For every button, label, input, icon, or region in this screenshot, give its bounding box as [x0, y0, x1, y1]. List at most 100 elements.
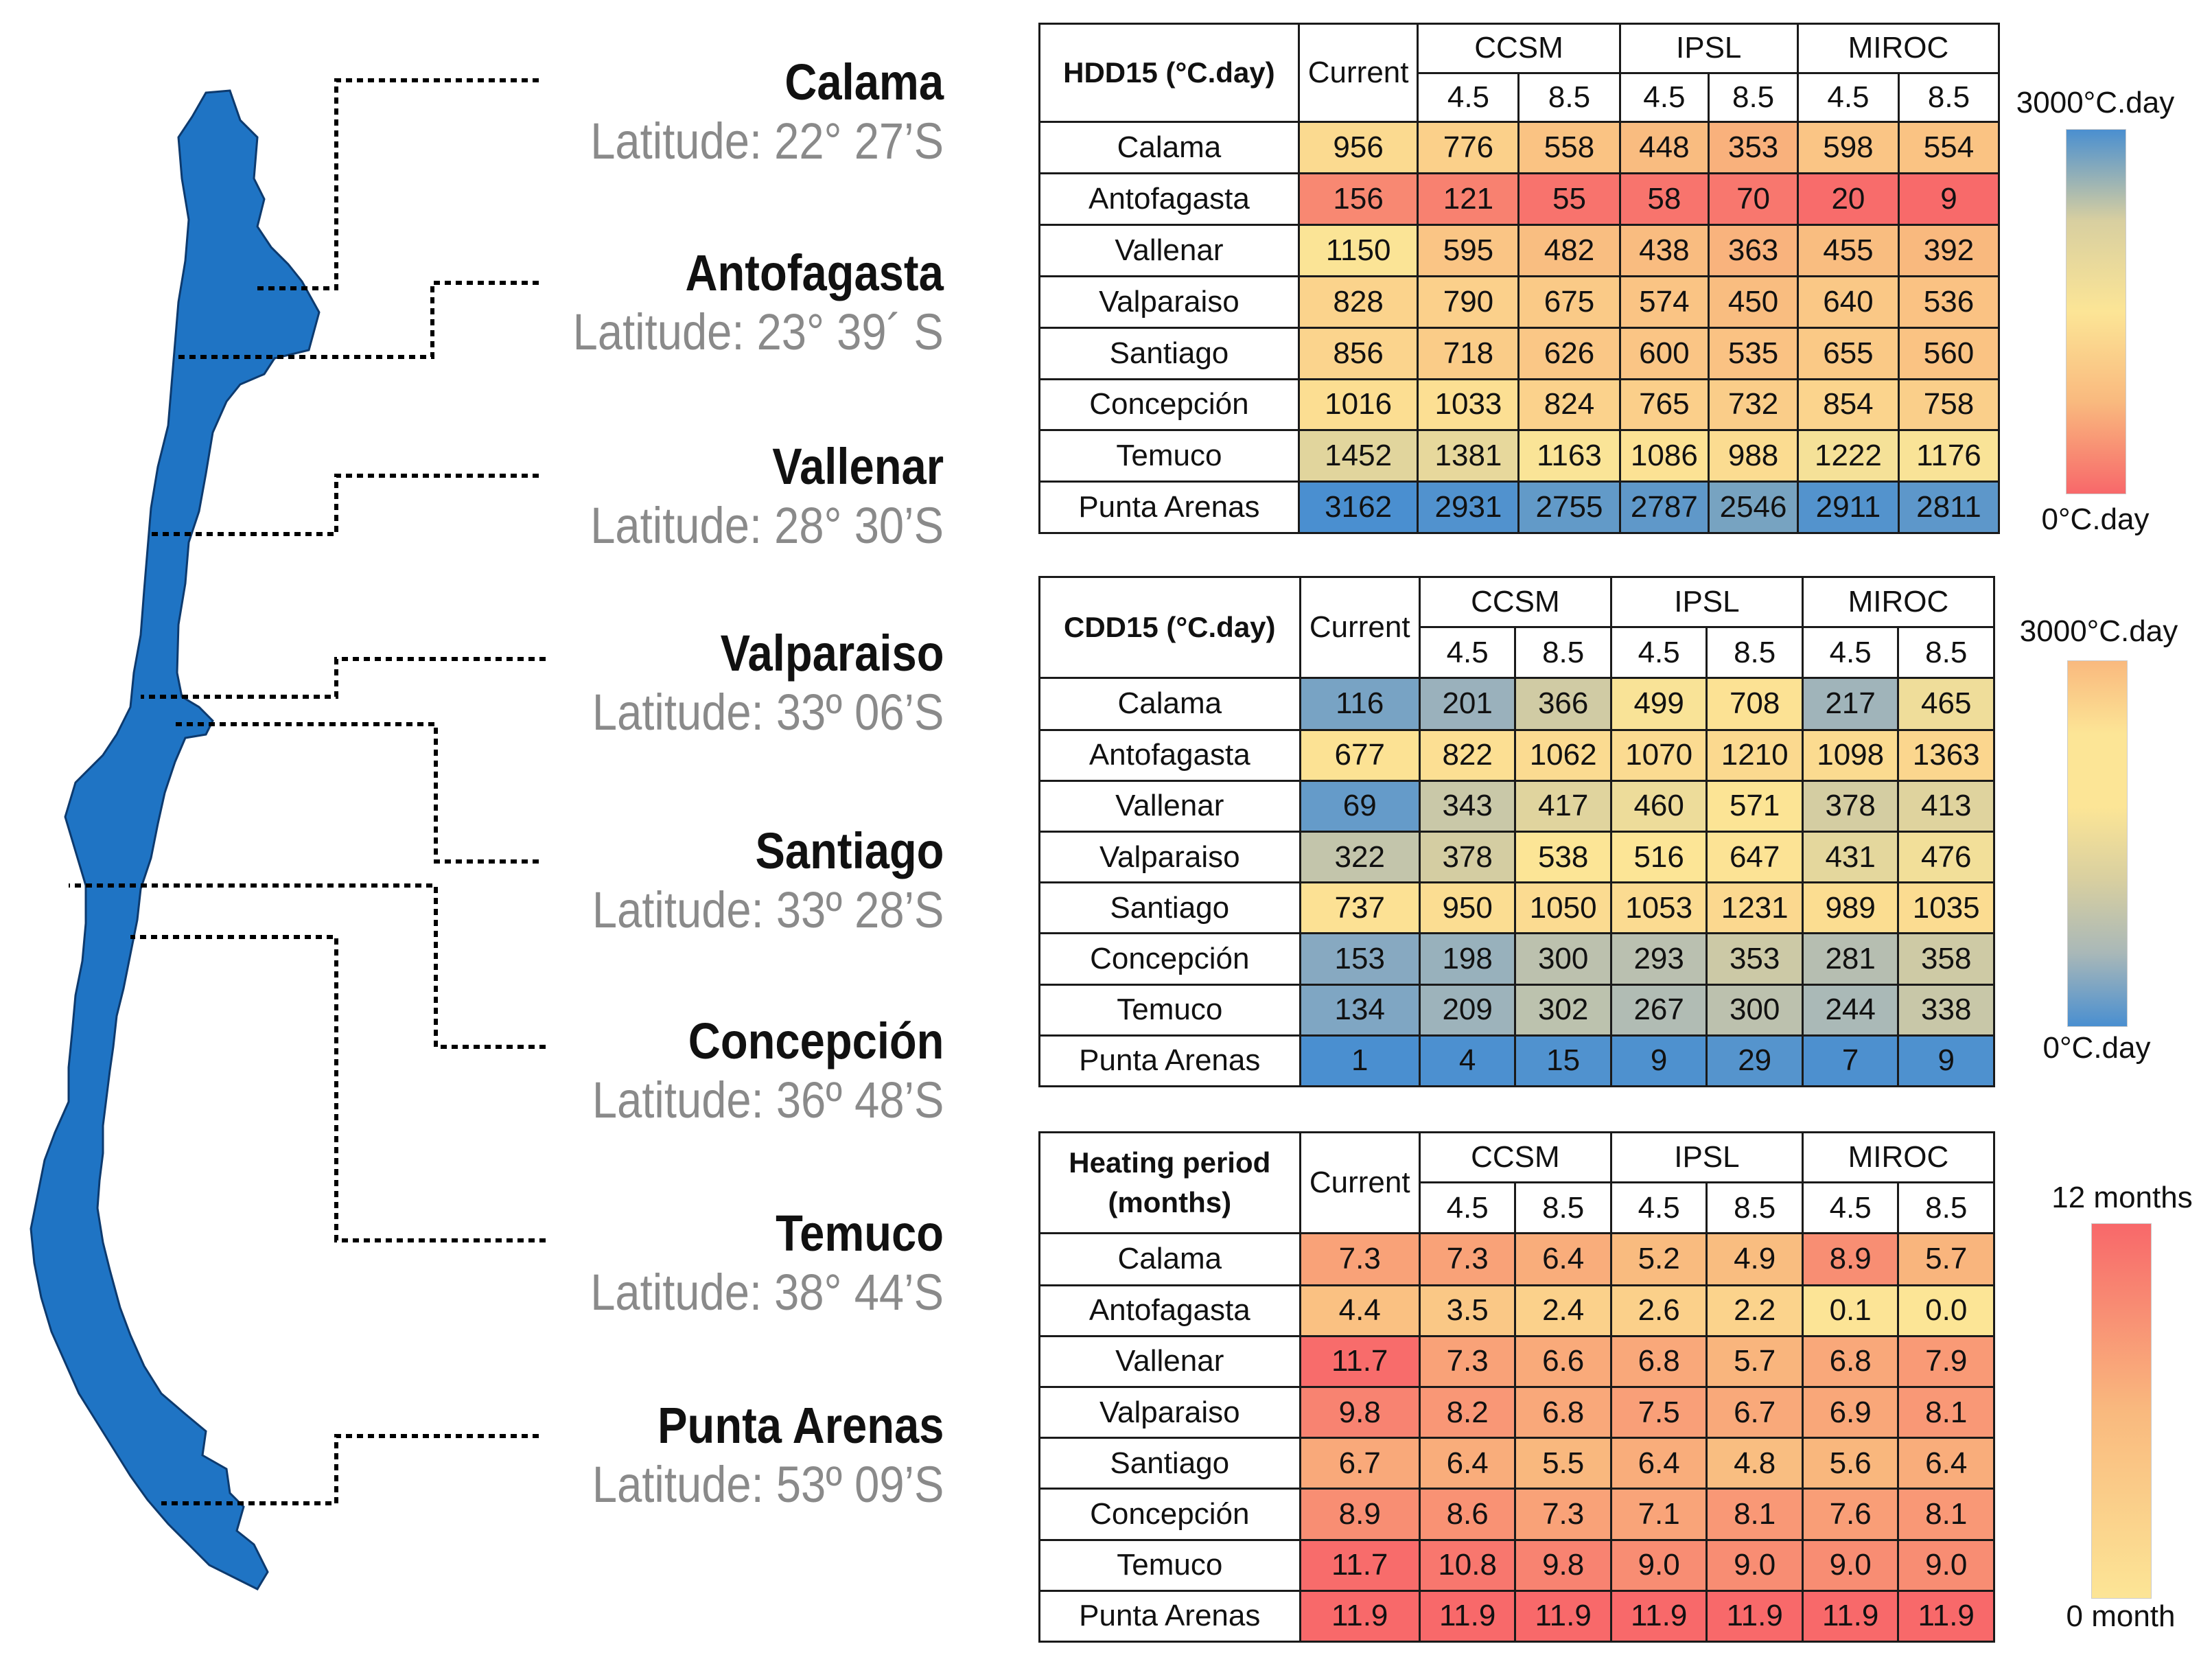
table-row-vallenar: Vallenar 1150 595 482 438 363 455 392	[1038, 224, 2001, 277]
data-cell: 950	[1418, 881, 1517, 935]
data-cell: 758	[1897, 378, 2001, 432]
data-cell: 465	[1897, 677, 1995, 731]
data-cell: 6.7	[1299, 1437, 1421, 1490]
data-cell: 538	[1514, 830, 1612, 884]
data-cell: 7.3	[1418, 1334, 1517, 1388]
data-cell: 1098	[1801, 728, 1900, 782]
data-cell: 58	[1618, 172, 1710, 227]
data-cell: 11.7	[1299, 1334, 1421, 1388]
header-scenario: 8.5	[1708, 71, 1799, 124]
cdd15-legend-max-label: 3000°C.day	[2019, 614, 2178, 648]
header-model-ipsl: IPSL	[1609, 1131, 1804, 1184]
data-cell: 378	[1418, 830, 1517, 884]
data-cell: 0.1	[1801, 1284, 1900, 1337]
data-cell: 198	[1418, 932, 1517, 986]
data-cell: 499	[1609, 677, 1708, 731]
data-cell: 8.1	[1897, 1488, 1995, 1541]
data-cell: 2931	[1417, 481, 1520, 534]
data-cell: 732	[1708, 378, 1799, 432]
data-cell: 2787	[1618, 481, 1710, 534]
data-cell: 20	[1796, 172, 1900, 227]
row-label: Temuco	[1038, 1538, 1301, 1592]
data-cell: 677	[1299, 728, 1421, 782]
data-cell: 300	[1514, 932, 1612, 986]
leader-line-punta-arenas	[161, 1434, 539, 1505]
table-row-calama: Calama 7.3 7.3 6.4 5.2 4.9 8.9 5.7	[1038, 1232, 1995, 1286]
data-cell: 267	[1609, 983, 1708, 1037]
data-cell: 1163	[1517, 429, 1621, 483]
data-cell: 293	[1609, 932, 1708, 986]
row-label: Punta Arenas	[1038, 1034, 1301, 1088]
data-cell: 595	[1417, 224, 1520, 277]
data-cell: 1150	[1297, 224, 1419, 277]
data-cell: 353	[1705, 932, 1804, 986]
data-cell: 9	[1609, 1034, 1708, 1088]
data-cell: 244	[1801, 983, 1900, 1037]
data-cell: 1381	[1417, 429, 1520, 483]
header-scenario: 4.5	[1418, 1181, 1517, 1235]
table-row-punta-arenas: Punta Arenas 1 4 15 9 29 7 9	[1038, 1034, 1995, 1088]
data-cell: 302	[1514, 983, 1612, 1037]
leader-line-calama	[257, 78, 539, 290]
data-cell: 6.8	[1514, 1385, 1612, 1439]
heating-legend-max-label: 12 months	[2051, 1181, 2193, 1214]
hdd15-legend-min-label: 0°C.day	[2041, 502, 2150, 536]
city-label-vallenar: Vallenar Latitude: 28° 30’S	[542, 438, 944, 556]
data-cell: 7.3	[1299, 1232, 1421, 1286]
header-model-ipsl: IPSL	[1618, 23, 1799, 74]
header-model-miroc: MIROC	[1796, 23, 2001, 74]
data-cell: 989	[1801, 881, 1900, 935]
data-cell: 121	[1417, 172, 1520, 227]
data-cell: 2.4	[1514, 1284, 1612, 1337]
data-cell: 1070	[1609, 728, 1708, 782]
header-scenario: 8.5	[1705, 1181, 1804, 1235]
chile-map	[30, 78, 546, 1590]
data-cell: 9.0	[1801, 1538, 1900, 1592]
city-name: Santiago	[755, 822, 944, 879]
data-cell: 718	[1417, 326, 1520, 380]
table-row-valparaiso: Valparaiso 828 790 675 574 450 640 536	[1038, 275, 2001, 329]
data-cell: 448	[1618, 121, 1710, 175]
header-scenario: 4.5	[1618, 71, 1710, 124]
table-row-antofagasta: Antofagasta 4.4 3.5 2.4 2.6 2.2 0.1 0.0	[1038, 1284, 1995, 1337]
data-cell: 9.0	[1705, 1538, 1804, 1592]
data-cell: 455	[1796, 224, 1900, 277]
data-cell: 675	[1517, 275, 1621, 329]
hdd15-legend-bar	[2066, 129, 2126, 494]
header-scenario: 8.5	[1514, 626, 1612, 680]
data-cell: 6.4	[1897, 1437, 1995, 1490]
data-cell: 2755	[1517, 481, 1621, 534]
data-cell: 5.2	[1609, 1232, 1708, 1286]
data-cell: 5.6	[1801, 1437, 1900, 1490]
city-name: Antofagasta	[685, 244, 944, 301]
data-cell: 338	[1897, 983, 1995, 1037]
header-scenario: 8.5	[1705, 626, 1804, 680]
data-cell: 116	[1299, 677, 1421, 731]
row-label: Valparaiso	[1038, 830, 1301, 884]
data-cell: 363	[1708, 224, 1799, 277]
data-cell: 2811	[1897, 481, 2001, 534]
data-cell: 55	[1517, 172, 1621, 227]
data-cell: 134	[1299, 983, 1421, 1037]
city-label-valparaiso: Valparaiso Latitude: 33º 06’S	[544, 625, 944, 743]
city-name: Vallenar	[772, 438, 944, 495]
data-cell: 9.8	[1299, 1385, 1421, 1439]
data-cell: 4	[1418, 1034, 1517, 1088]
data-cell: 460	[1609, 779, 1708, 833]
leader-line-temuco	[130, 935, 546, 1242]
data-cell: 11.9	[1897, 1589, 1995, 1643]
row-label: Vallenar	[1038, 224, 1300, 277]
row-label: Calama	[1038, 1232, 1301, 1286]
data-cell: 574	[1618, 275, 1710, 329]
data-cell: 1050	[1514, 881, 1612, 935]
data-cell: 0.0	[1897, 1284, 1995, 1337]
table-title: HDD15 (°C.day)	[1038, 22, 1300, 124]
data-cell: 535	[1708, 326, 1799, 380]
table-row-vallenar: Vallenar 11.7 7.3 6.6 6.8 5.7 6.8 7.9	[1038, 1334, 1995, 1388]
data-cell: 8.1	[1705, 1488, 1804, 1541]
data-cell: 828	[1297, 275, 1419, 329]
city-latitude: Latitude: 23° 39´ S	[572, 303, 944, 360]
table-title: Heating period (months)	[1038, 1131, 1301, 1235]
table-row-punta-arenas: Punta Arenas 11.9 11.9 11.9 11.9 11.9 11.9 11.9	[1038, 1589, 1995, 1643]
data-cell: 640	[1796, 275, 1900, 329]
